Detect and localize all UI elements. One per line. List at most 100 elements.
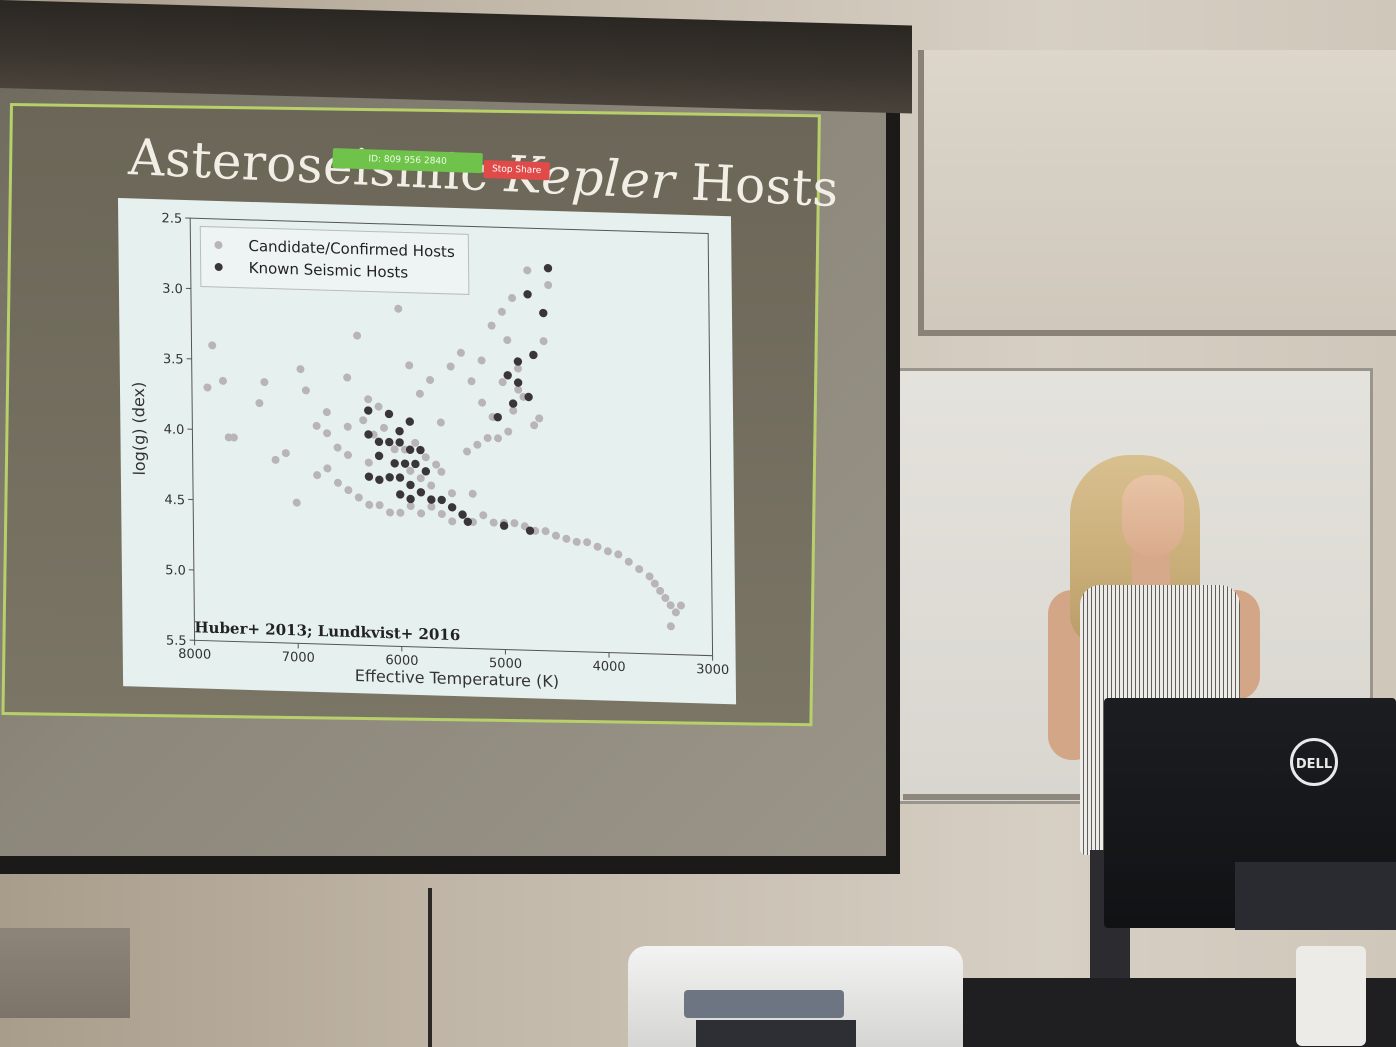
seismic-host-point — [525, 526, 535, 535]
x-tick-label: 3000 — [696, 662, 729, 678]
candidate-host-point — [487, 321, 496, 330]
candidate-host-point — [374, 402, 383, 411]
candidate-host-point — [301, 386, 310, 395]
candidate-host-point — [292, 498, 301, 507]
projector-ports — [696, 1020, 856, 1047]
x-tick-label: 6000 — [385, 653, 418, 669]
seismic-host-point — [395, 426, 404, 436]
candidate-host-point — [260, 378, 269, 387]
candidate-host-point — [343, 373, 352, 382]
candidate-host-point — [296, 365, 305, 374]
candidate-host-point — [539, 337, 548, 346]
candidate-host-point — [624, 557, 633, 566]
candidate-host-point — [411, 438, 420, 447]
seismic-host-point — [427, 495, 436, 504]
candidate-host-point — [530, 421, 539, 430]
x-tick-label: 5000 — [489, 656, 522, 672]
y-tick-label: 5.5 — [166, 633, 187, 649]
candidate-host-point — [513, 364, 522, 373]
candidate-host-point — [446, 362, 455, 371]
candidate-host-point — [323, 464, 332, 473]
candidate-host-point — [572, 537, 581, 546]
monitor-back-ports — [1235, 862, 1396, 930]
seismic-host-point — [364, 472, 374, 481]
seismic-host-point — [523, 290, 532, 299]
candidate-host-point — [478, 398, 487, 407]
seismic-host-point — [421, 467, 431, 476]
candidate-host-point — [375, 501, 384, 510]
candidate-host-point — [448, 517, 457, 526]
candidate-host-point — [437, 467, 446, 476]
candidate-host-point — [427, 502, 436, 511]
seismic-host-point — [508, 399, 518, 408]
candidate-host-point — [544, 281, 553, 290]
seismic-host-point — [395, 473, 405, 482]
legend-box — [199, 225, 470, 295]
seismic-host-point — [416, 445, 425, 455]
seismic-host-point — [405, 417, 414, 426]
candidate-host-point — [218, 376, 227, 385]
chart-citation: Huber+ 2013; Lundkvist+ 2016 — [194, 618, 460, 644]
candidate-host-point — [229, 433, 238, 442]
candidate-host-point — [271, 455, 280, 464]
seismic-host-point — [463, 517, 473, 527]
seismic-host-point — [543, 263, 553, 273]
whiteboard-ledge — [903, 794, 1083, 800]
seismic-host-point — [385, 473, 394, 482]
candidate-host-point — [379, 423, 388, 432]
seismic-host-point — [524, 392, 533, 402]
candidate-host-point — [421, 453, 430, 462]
projector-control-panel — [684, 990, 844, 1018]
candidate-host-point — [603, 547, 612, 556]
y-tick-label: 3.0 — [162, 282, 183, 298]
candidate-host-point — [359, 416, 368, 425]
seismic-host-point — [499, 521, 509, 530]
candidate-host-point — [483, 433, 492, 442]
candidate-host-point — [447, 489, 456, 498]
candidate-host-point — [456, 348, 465, 357]
candidate-host-point — [333, 478, 342, 487]
left-table — [0, 928, 130, 1018]
candidate-host-point — [498, 378, 507, 387]
candidate-host-point — [354, 493, 363, 502]
seismic-host-point — [437, 495, 446, 505]
candidate-host-point — [666, 601, 675, 610]
y-tick-label: 3.5 — [163, 352, 184, 368]
candidate-host-point — [661, 594, 670, 603]
candidate-host-point — [415, 389, 424, 398]
stop-share-button[interactable]: Stop Share — [483, 160, 550, 181]
candidate-host-point — [426, 376, 435, 385]
y-tick-label: 4.0 — [164, 422, 185, 438]
candidate-host-point — [432, 460, 441, 469]
seismic-host-point — [375, 475, 384, 484]
seismic-host-point — [396, 490, 405, 499]
seismic-host-point — [405, 445, 415, 454]
candidate-host-point — [635, 565, 644, 574]
seismic-host-point — [406, 480, 415, 490]
candidate-host-point — [427, 481, 436, 490]
candidate-host-point — [313, 471, 322, 480]
y-tick-label: 5.0 — [165, 563, 186, 579]
y-axis-label: log(g) (dex) — [129, 381, 149, 475]
y-tick-label: 2.5 — [161, 211, 182, 227]
seismic-host-point — [513, 378, 523, 387]
candidate-host-point — [255, 399, 264, 408]
candidate-host-point — [514, 385, 523, 394]
candidate-host-point — [493, 434, 502, 443]
candidate-host-point — [437, 509, 446, 519]
candidate-host-point — [406, 466, 415, 475]
candidate-host-point — [593, 542, 602, 551]
candidate-host-point — [541, 527, 550, 536]
candidate-host-point — [323, 429, 332, 438]
seismic-host-point — [447, 503, 457, 512]
candidate-host-point — [281, 449, 290, 458]
seismic-host-point — [503, 371, 512, 380]
presenter-face — [1122, 475, 1184, 557]
candidate-host-point — [477, 356, 486, 365]
candidate-host-point — [386, 508, 395, 517]
seismic-host-point — [406, 494, 415, 504]
candidate-host-point — [508, 294, 517, 303]
secondary-projection-screen — [918, 50, 1396, 336]
candidate-host-point — [405, 361, 414, 370]
seismic-host-point — [411, 459, 420, 469]
